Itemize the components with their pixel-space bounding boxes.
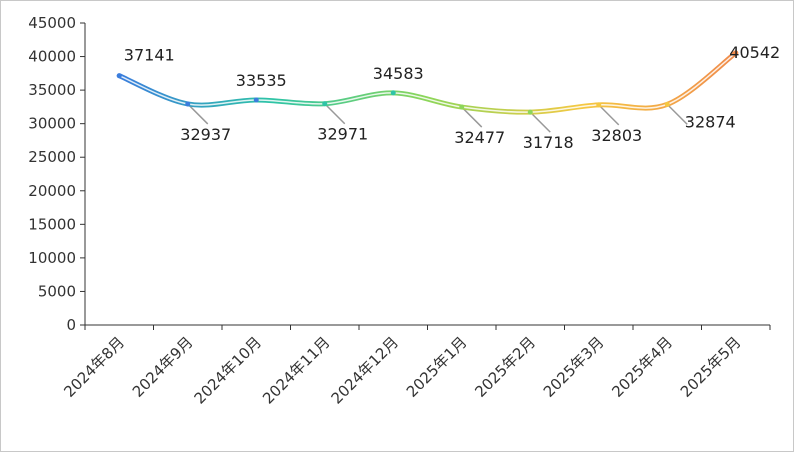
y-tick-label: 30000 (28, 115, 76, 133)
data-label: 32477 (454, 128, 505, 147)
y-tick-label: 35000 (28, 81, 76, 99)
x-tick-label: 2025年3月 (540, 333, 608, 401)
series-line (116, 50, 739, 115)
x-tick-label: 2025年4月 (608, 333, 676, 401)
data-label: 32874 (685, 112, 736, 131)
x-tick-label: 2024年12月 (328, 333, 402, 407)
y-tick-label: 20000 (28, 182, 76, 200)
leader-line (461, 106, 483, 128)
x-tick-label: 2025年5月 (677, 333, 745, 401)
leader-line (187, 103, 209, 125)
data-label: 32971 (317, 125, 368, 144)
data-point (733, 50, 739, 56)
y-tick-label: 25000 (28, 148, 76, 166)
series-line-highlight (118, 52, 737, 113)
data-label: 34583 (373, 64, 424, 83)
y-tick-label: 40000 (28, 48, 76, 66)
data-label: 33535 (236, 71, 287, 90)
label-leader-lines (187, 103, 688, 133)
data-label: 31718 (523, 133, 574, 152)
leader-line (529, 111, 551, 133)
data-point (527, 109, 533, 115)
data-labels: 37141 32937 33535 32971 34583 32477 31718 32803… (124, 43, 780, 152)
data-point (322, 101, 328, 107)
data-point (185, 101, 191, 107)
leader-line (324, 103, 346, 125)
series-group (116, 50, 739, 115)
x-tick-label: 2024年9月 (129, 333, 197, 401)
x-tick-label: 2024年11月 (259, 333, 333, 407)
leader-line (666, 103, 688, 125)
data-label: 37141 (124, 46, 175, 65)
x-tick-label: 2025年1月 (403, 333, 471, 401)
data-label: 32803 (591, 126, 642, 145)
x-tick-label: 2024年8月 (60, 333, 128, 401)
data-point (664, 101, 670, 107)
y-tick-label: 0 (66, 316, 76, 334)
y-tick-label: 10000 (28, 249, 76, 267)
data-point (596, 102, 602, 108)
y-tick-label: 45000 (28, 14, 76, 32)
data-label: 32937 (180, 125, 231, 144)
data-point (390, 90, 396, 96)
x-tick-label: 2024年10月 (191, 333, 265, 407)
leader-line (598, 104, 620, 126)
x-tick-label: 2025年2月 (471, 333, 539, 401)
data-label: 40542 (729, 43, 780, 62)
data-point (116, 73, 122, 79)
data-point (253, 97, 259, 103)
y-tick-label: 15000 (28, 215, 76, 233)
data-point (459, 104, 465, 110)
y-tick-label: 5000 (38, 282, 76, 300)
